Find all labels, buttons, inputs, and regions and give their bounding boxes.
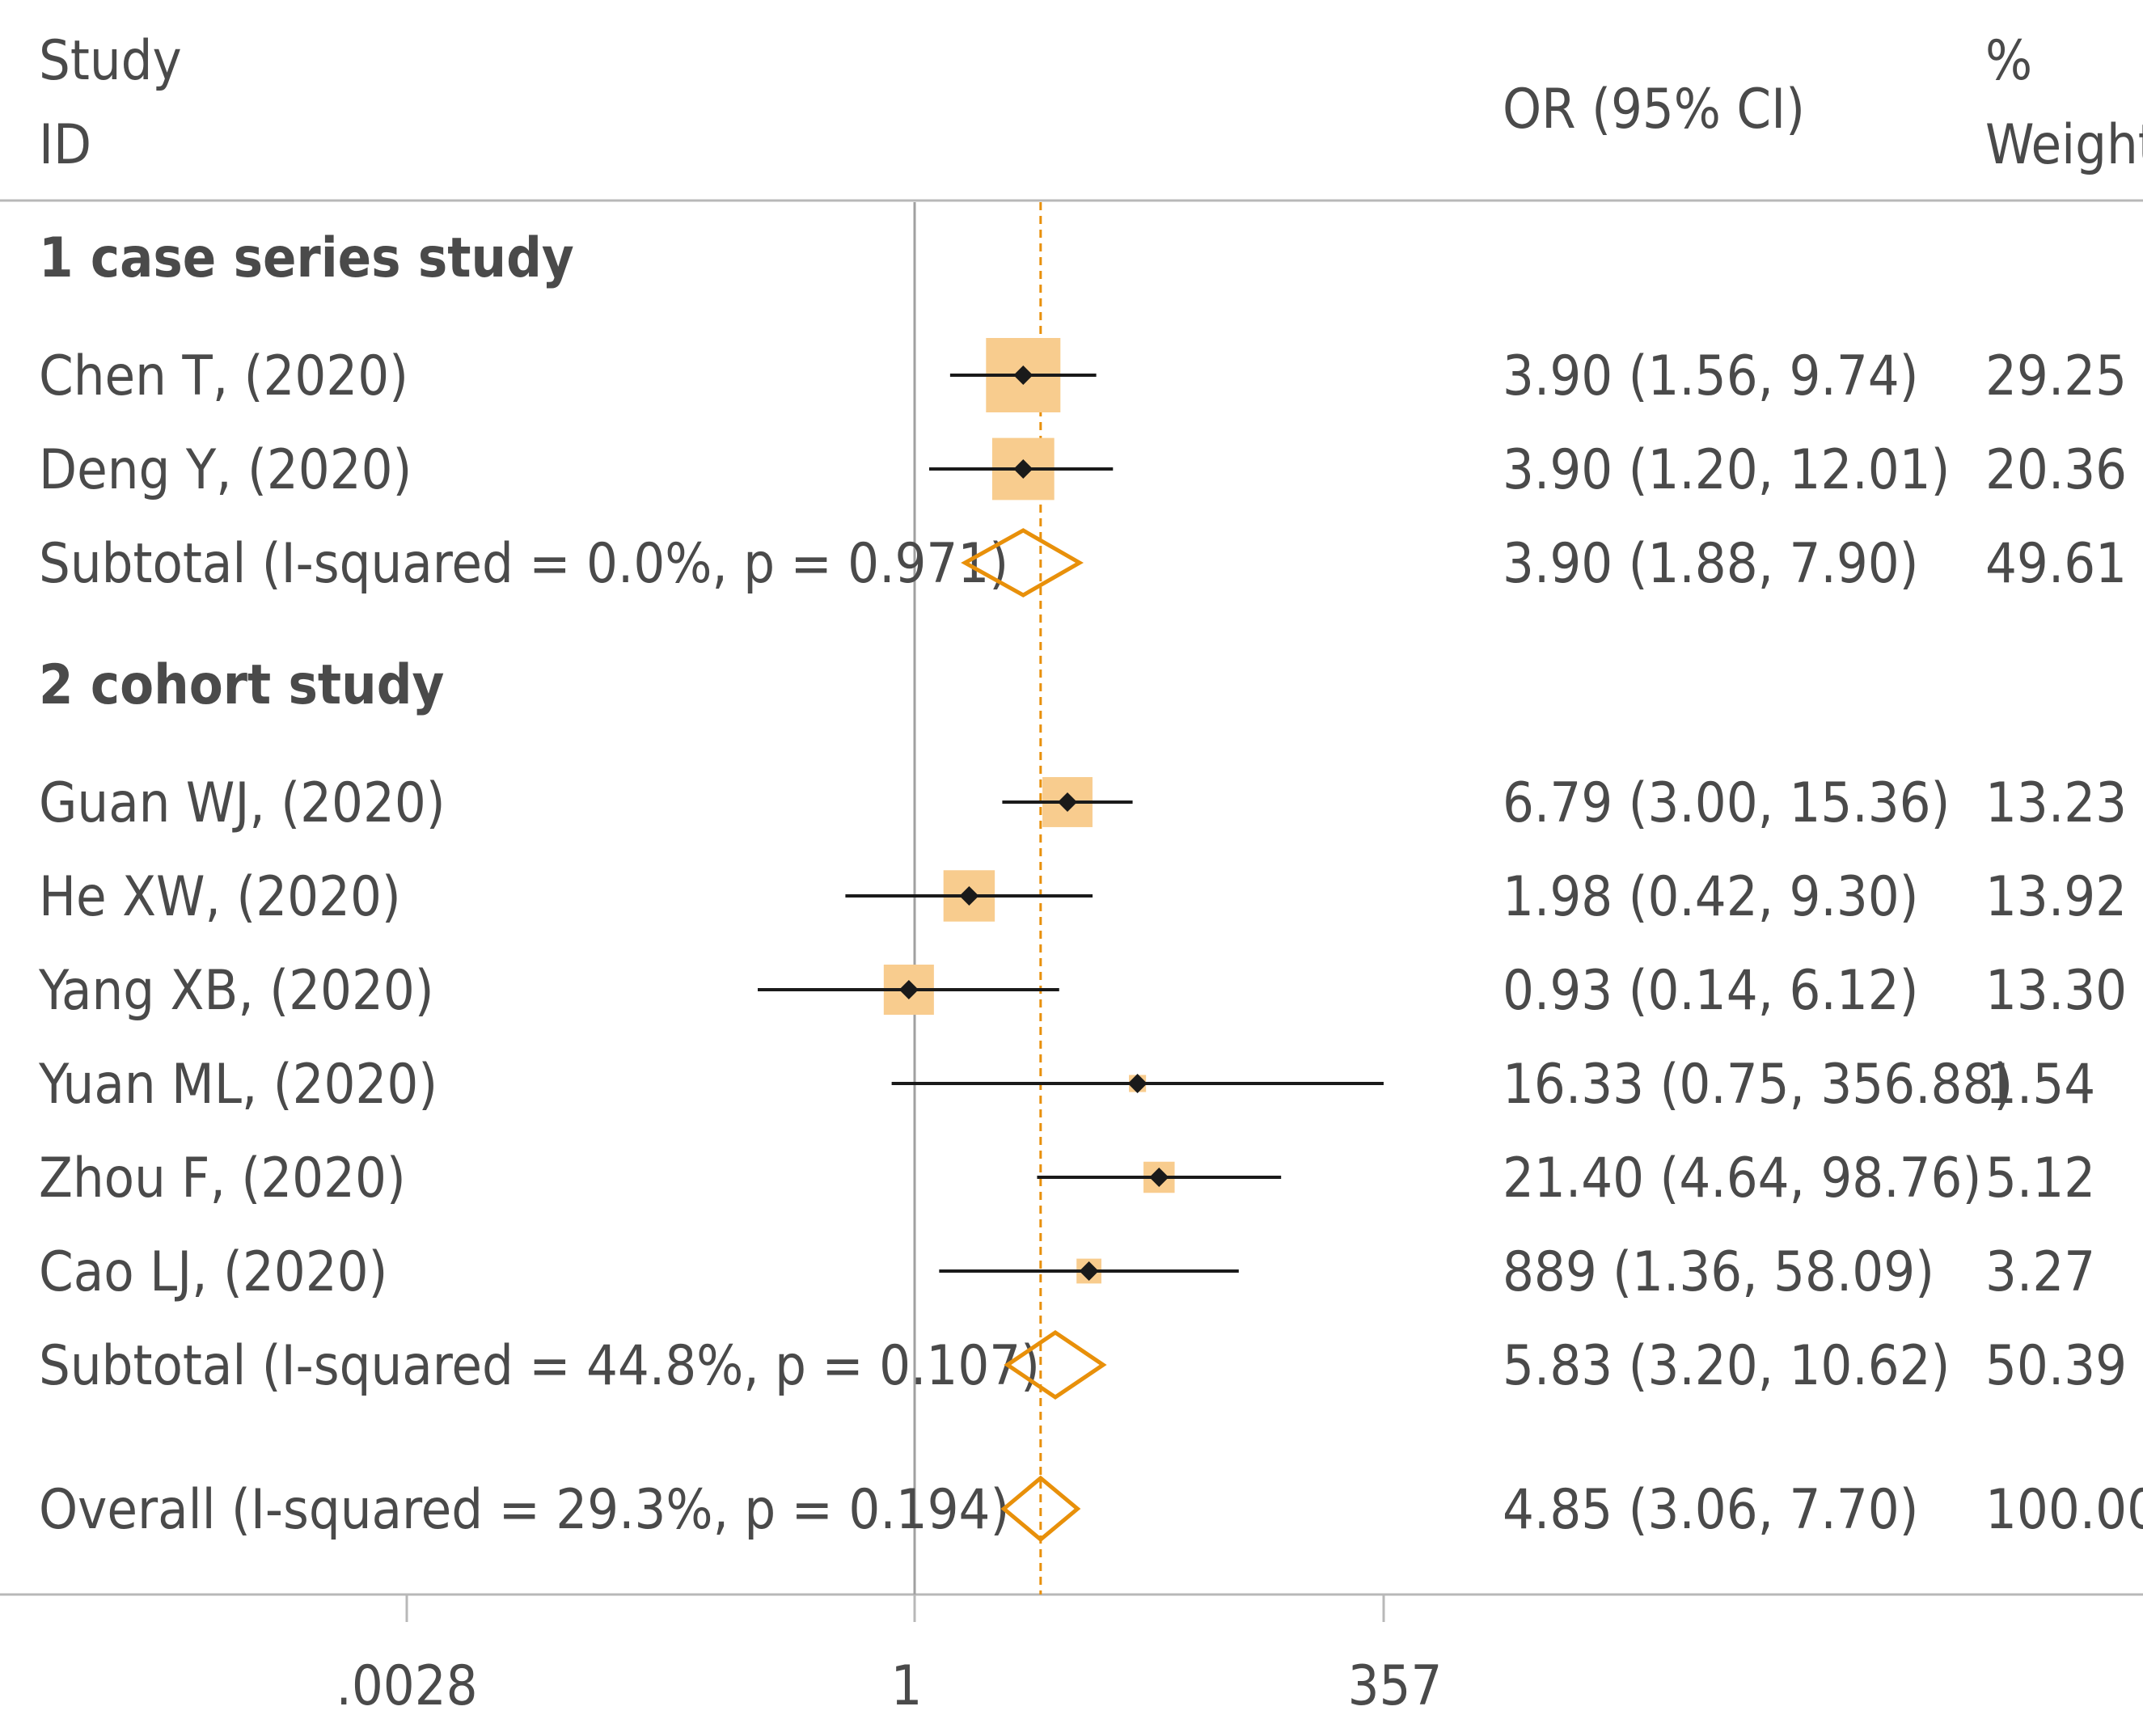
study-weight-text: 13.92 (1985, 865, 2127, 929)
axis-tick-label: .0028 (336, 1654, 477, 1718)
study-weight-text: 29.25 (1985, 344, 2127, 408)
study-ci-text: 0.93 (0.14, 6.12) (1503, 959, 1919, 1023)
study-weight-text: 13.23 (1985, 771, 2127, 835)
axis-tick-label: 357 (1348, 1654, 1443, 1718)
study-weight-text: 3.27 (1985, 1240, 2095, 1304)
overall-weight-text: 100.00 (1985, 1478, 2143, 1542)
subtotal-diamond (961, 528, 1084, 598)
rows: 1 case series study Chen T, (2020) 3.90 (1… (38, 226, 2143, 1543)
study-point (1013, 365, 1033, 385)
header-study: Study (39, 29, 182, 93)
group-label: 1 case series study (39, 226, 574, 290)
study-label: Deng Y, (2020) (39, 438, 412, 502)
header-weight: Weight (1985, 113, 2143, 177)
group-label: 2 cohort study (39, 653, 444, 717)
study-label: Yang XB, (2020) (38, 959, 434, 1023)
study-ci-text: 889 (1.36, 58.09) (1503, 1240, 1934, 1304)
study-label: Guan WJ, (2020) (39, 771, 446, 835)
study-ci-text: 1.98 (0.42, 9.30) (1503, 865, 1919, 929)
subtotal-diamond (1004, 1329, 1107, 1400)
study-weight-text: 13.30 (1985, 959, 2127, 1023)
study-label: He XW, (2020) (39, 865, 401, 929)
overall-label: Overall (I-squared = 29.3%, p = 0.194) (39, 1478, 1009, 1542)
study-weight-text: 5.12 (1985, 1147, 2095, 1210)
subtotal-label: Subtotal (I-squared = 0.0%, p = 0.971) (39, 532, 1008, 596)
study-point (898, 980, 919, 999)
study-point (1127, 1074, 1148, 1093)
header-id: ID (39, 113, 91, 177)
subtotal-weight-text: 49.61 (1985, 532, 2127, 596)
axis-tick-label: 1 (891, 1654, 923, 1718)
study-label: Chen T, (2020) (39, 344, 408, 408)
study-ci-text: 3.90 (1.56, 9.74) (1503, 344, 1919, 408)
study-point (1149, 1168, 1169, 1187)
header-or-ci: OR (95% CI) (1503, 78, 1805, 141)
study-ci-text: 21.40 (4.64, 98.76) (1503, 1147, 1981, 1210)
subtotal-weight-text: 50.39 (1985, 1334, 2127, 1398)
study-label: Cao LJ, (2020) (39, 1240, 387, 1304)
study-ci-text: 16.33 (0.75, 356.88) (1503, 1053, 2013, 1117)
subtotal-ci-text: 5.83 (3.20, 10.62) (1503, 1334, 1950, 1398)
study-ci-text: 6.79 (3.00, 15.36) (1503, 771, 1950, 835)
study-weight-text: 20.36 (1985, 438, 2127, 502)
study-point (1013, 459, 1033, 479)
study-label: Yuan ML, (2020) (38, 1053, 437, 1117)
study-label: Zhou F, (2020) (39, 1147, 406, 1210)
study-ci-text: 3.90 (1.20, 12.01) (1503, 438, 1950, 502)
subtotal-ci-text: 3.90 (1.88, 7.90) (1503, 532, 1919, 596)
header-percent: % (1985, 29, 2032, 93)
study-point (1058, 792, 1078, 812)
subtotal-label: Subtotal (I-squared = 44.8%, p = 0.107) (39, 1334, 1040, 1398)
study-weight-text: 1.54 (1985, 1053, 2095, 1117)
overall-ci-text: 4.85 (3.06, 7.70) (1503, 1478, 1919, 1542)
overall-diamond (1000, 1475, 1081, 1543)
study-point (1079, 1261, 1099, 1281)
study-point (959, 886, 979, 906)
